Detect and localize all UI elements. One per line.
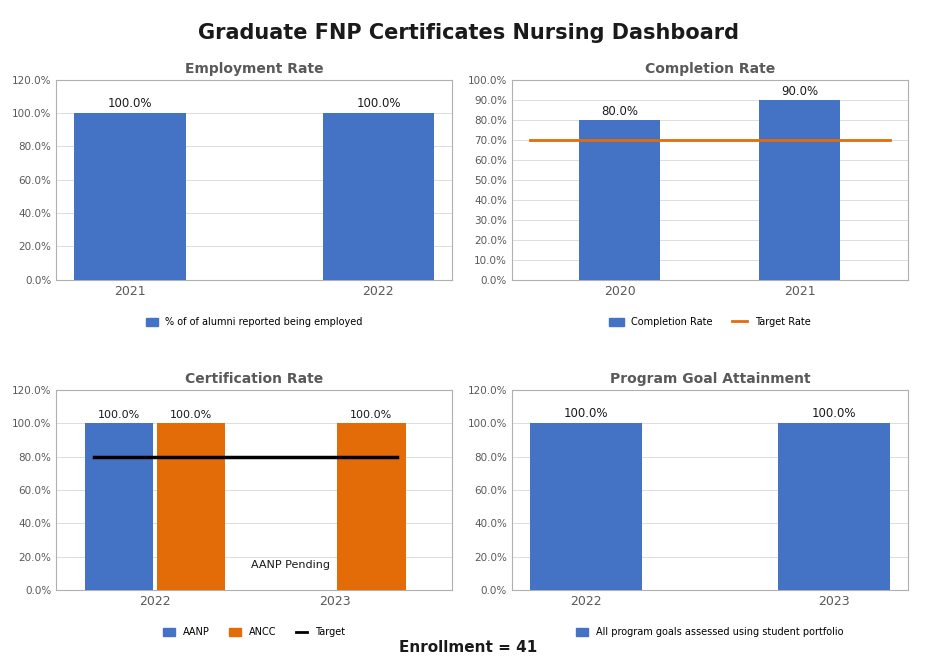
Text: 100.0%: 100.0% [357, 97, 401, 110]
Title: Employment Rate: Employment Rate [185, 62, 324, 76]
Bar [74, 113, 186, 280]
Text: 90.0%: 90.0% [782, 85, 818, 98]
Bar [337, 423, 405, 590]
Bar [157, 423, 226, 590]
Legend: AANP, ANCC, Target: AANP, ANCC, Target [159, 623, 349, 641]
Bar [759, 99, 841, 280]
Text: 100.0%: 100.0% [108, 97, 153, 110]
Text: Graduate FNP Certificates Nursing Dashboard: Graduate FNP Certificates Nursing Dashbo… [197, 23, 739, 43]
Text: 80.0%: 80.0% [601, 105, 638, 118]
Bar [579, 119, 660, 280]
Text: 100.0%: 100.0% [812, 407, 856, 420]
Bar [323, 113, 434, 280]
Legend: All program goals assessed using student portfolio: All program goals assessed using student… [573, 623, 847, 641]
Bar [530, 423, 641, 590]
Title: Certification Rate: Certification Rate [185, 372, 323, 386]
Legend: % of of alumni reported being employed: % of of alumni reported being employed [142, 313, 367, 331]
Title: Program Goal Attainment: Program Goal Attainment [609, 372, 811, 386]
Legend: Completion Rate, Target Rate: Completion Rate, Target Rate [606, 313, 814, 331]
Text: 100.0%: 100.0% [98, 410, 140, 420]
Title: Completion Rate: Completion Rate [645, 62, 775, 76]
Bar [85, 423, 154, 590]
Text: Enrollment = 41: Enrollment = 41 [399, 640, 537, 655]
Bar [778, 423, 890, 590]
Text: 100.0%: 100.0% [563, 407, 607, 420]
Text: 100.0%: 100.0% [170, 410, 212, 420]
Text: 100.0%: 100.0% [350, 410, 392, 420]
Text: AANP Pending: AANP Pending [251, 560, 329, 570]
